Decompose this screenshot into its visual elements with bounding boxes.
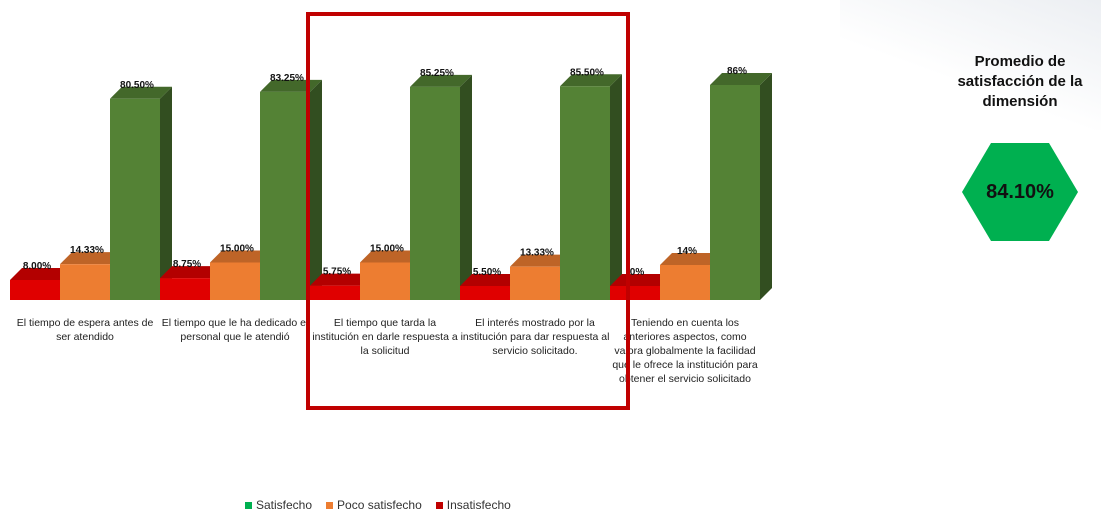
legend-swatch-insatisfecho	[435, 501, 443, 509]
bar-satisfecho-1	[110, 86, 172, 300]
summary-hexagon	[962, 143, 1078, 241]
legend-label-poco-satisfecho: Poco satisfecho	[337, 498, 422, 512]
data-label-satisfecho-3: 85.25%	[420, 68, 454, 79]
legend-item-satisfecho: Satisfecho	[245, 498, 312, 512]
category-label-5: Teniendo en cuenta los anteriores aspect…	[612, 317, 758, 385]
bar-satisfecho-5	[710, 73, 772, 300]
summary-value: 84.10%	[986, 180, 1054, 203]
data-label-poco-satisfecho-1: 14.33%	[70, 245, 104, 256]
data-label-poco-satisfecho-3: 15.00%	[370, 244, 404, 255]
summary-title: Promedio de satisfacción de la dimensión	[957, 53, 1083, 110]
data-label-satisfecho-5: 86%	[727, 66, 747, 77]
highlight-box	[306, 12, 630, 410]
legend-swatch-poco-satisfecho	[326, 501, 334, 509]
data-label-satisfecho-1: 80.50%	[120, 80, 154, 91]
bar-satisfecho-4	[560, 74, 622, 300]
data-label-insatisfecho-4: 5.50%	[473, 267, 501, 278]
data-label-poco-satisfecho-2: 15.00%	[220, 244, 254, 255]
bar-satisfecho-3	[410, 74, 472, 300]
category-label-4: El interés mostrado por la institución p…	[460, 317, 610, 357]
category-label-1: El tiempo de espera antes de ser atendid…	[16, 317, 154, 343]
data-label-insatisfecho-5: 0%	[630, 267, 645, 278]
legend-item-insatisfecho: Insatisfecho	[435, 498, 511, 512]
legend-label-insatisfecho: Insatisfecho	[446, 498, 511, 512]
hexagon-shape	[962, 143, 1078, 241]
data-label-insatisfecho-1: 8.00%	[23, 261, 51, 272]
data-label-poco-satisfecho-5: 14%	[677, 246, 697, 257]
data-label-insatisfecho-2: 8.75%	[173, 259, 201, 270]
data-label-satisfecho-4: 85.50%	[570, 67, 604, 78]
data-label-satisfecho-2: 83.25%	[270, 73, 304, 84]
background-glare	[840, 0, 1101, 130]
legend-swatch-satisfecho	[245, 501, 252, 509]
category-label-2: El tiempo que le ha dedicado el personal…	[161, 317, 309, 343]
data-label-insatisfecho-3: 5.75%	[323, 267, 351, 278]
data-label-poco-satisfecho-4: 13.33%	[520, 248, 554, 259]
legend: Satisfecho Poco satisfecho Insatisfecho	[245, 497, 511, 513]
category-label-3: El tiempo que tarda la institución en da…	[312, 317, 458, 357]
legend-label-satisfecho: Satisfecho	[256, 498, 313, 512]
bar-satisfecho-2	[260, 79, 322, 300]
legend-item-poco-satisfecho: Poco satisfecho	[326, 498, 422, 512]
